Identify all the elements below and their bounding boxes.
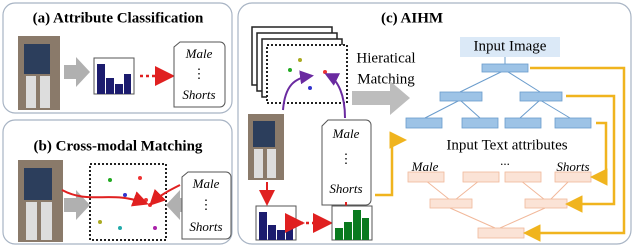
attribute: ⋮ [193, 66, 206, 81]
arrow-label: Matching [357, 71, 415, 87]
tree-label: Input Image [474, 38, 547, 54]
arrow-label: Hieratical [356, 50, 415, 66]
attribute: ⋮ [340, 151, 353, 166]
histogram [332, 206, 372, 240]
panel-title: (b) Cross-modal Matching [34, 138, 203, 154]
attribute: Male [185, 46, 213, 61]
histogram [256, 206, 296, 240]
scatter-plot [90, 164, 166, 240]
attribute: Male [332, 126, 360, 141]
tree-label: Input Text attributes [446, 137, 567, 153]
person-image [18, 36, 60, 110]
leaf-label: ... [500, 153, 510, 168]
attribute: Shorts [189, 219, 222, 234]
diagram: (a) Attribute Classification Male ⋮ Shor… [0, 0, 634, 247]
feature-maps [252, 27, 347, 103]
histogram [94, 58, 134, 94]
attribute: Shorts [182, 87, 215, 102]
person-image [248, 114, 284, 180]
panel-title: (c) AIHM [381, 10, 443, 26]
panel-title: (a) Attribute Classification [33, 10, 204, 26]
person-image [18, 160, 63, 242]
attribute: Male [192, 176, 220, 191]
attribute: ⋮ [200, 197, 213, 212]
attribute: Shorts [329, 181, 362, 196]
